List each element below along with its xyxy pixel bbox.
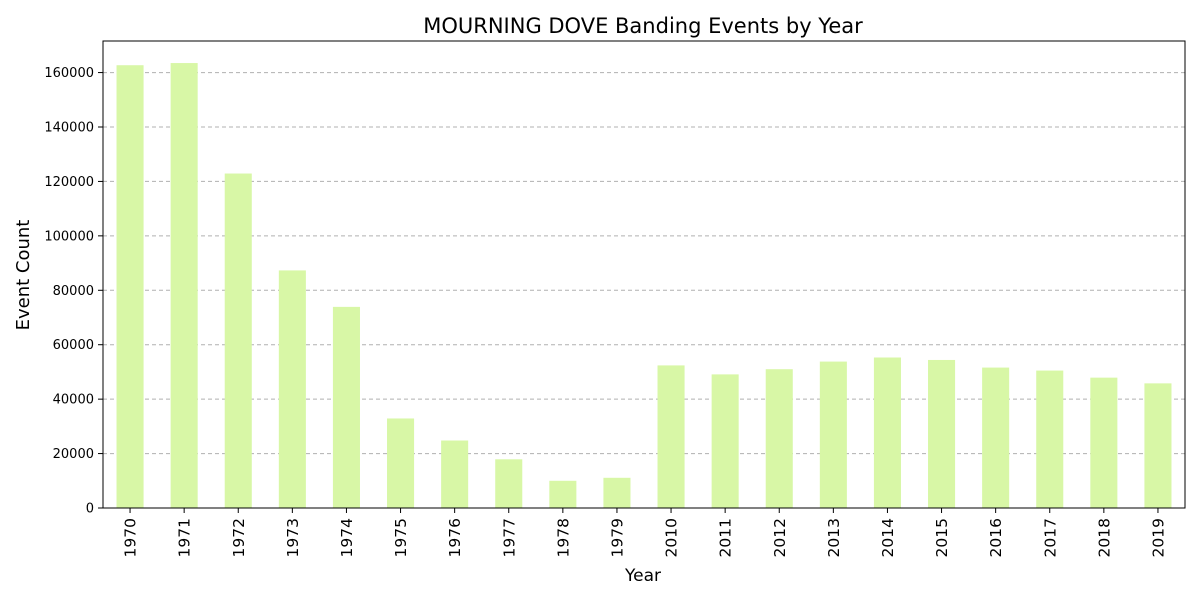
bar xyxy=(982,367,1010,508)
bar xyxy=(603,477,631,508)
x-axis-label: Year xyxy=(624,566,661,586)
bar xyxy=(657,365,685,508)
y-axis-ticks: 0 20000 40000 60000 80000 100000 120000 140000 1… xyxy=(44,66,103,517)
x-tick-label: 2011 xyxy=(717,518,735,557)
bars xyxy=(116,63,1172,509)
y-tick-label: 60000 xyxy=(53,338,94,353)
x-tick-label: 2019 xyxy=(1149,518,1167,557)
y-tick-label: 100000 xyxy=(44,229,94,244)
bar xyxy=(1144,383,1172,508)
bar xyxy=(711,374,739,508)
x-tick-label: 2017 xyxy=(1041,518,1059,557)
x-tick-label: 1972 xyxy=(230,518,248,557)
x-tick-label: 2018 xyxy=(1095,518,1113,557)
chart-title: MOURNING DOVE Banding Events by Year xyxy=(423,14,863,38)
bar xyxy=(170,63,198,509)
x-tick-label: 1974 xyxy=(338,518,356,557)
bar xyxy=(116,65,144,509)
plot-frame xyxy=(102,40,1186,509)
bar xyxy=(1036,370,1064,508)
gridlines xyxy=(103,72,1185,455)
x-tick-label: 2012 xyxy=(771,518,789,557)
bar xyxy=(441,440,469,508)
y-tick-label: 80000 xyxy=(53,284,94,299)
x-tick-label: 1971 xyxy=(176,518,194,557)
bar xyxy=(549,480,577,508)
x-tick-label: 2014 xyxy=(879,518,897,557)
y-tick-label: 0 xyxy=(86,502,94,517)
bar xyxy=(1090,377,1118,508)
bar xyxy=(332,306,360,508)
bar xyxy=(819,361,847,508)
x-tick-label: 1977 xyxy=(500,518,518,557)
x-tick-label: 1975 xyxy=(392,518,410,557)
x-tick-label: 1979 xyxy=(608,518,626,557)
x-tick-label: 1978 xyxy=(554,518,572,557)
y-tick-label: 120000 xyxy=(44,175,94,190)
bar xyxy=(495,459,523,508)
bar xyxy=(873,357,901,508)
x-tick-label: 1970 xyxy=(122,518,140,557)
y-tick-label: 140000 xyxy=(44,120,94,135)
y-tick-label: 20000 xyxy=(53,447,94,462)
x-tick-label: 1973 xyxy=(284,518,302,557)
x-tick-label: 2015 xyxy=(933,518,951,557)
y-tick-label: 160000 xyxy=(44,66,94,81)
bar xyxy=(765,369,793,508)
bar xyxy=(224,173,252,509)
x-axis-ticks: 1970 1971 1972 1973 1974 1975 1976 1977 1978 1979… xyxy=(122,508,1167,557)
bar xyxy=(928,359,956,508)
x-tick-label: 2013 xyxy=(825,518,843,557)
y-tick-label: 40000 xyxy=(53,393,94,408)
x-tick-label: 2010 xyxy=(663,518,681,557)
bar xyxy=(387,418,415,508)
x-tick-label: 1976 xyxy=(446,518,464,557)
bar xyxy=(278,270,306,508)
y-axis-label: Event Count xyxy=(13,220,34,331)
x-tick-label: 2016 xyxy=(987,518,1005,557)
